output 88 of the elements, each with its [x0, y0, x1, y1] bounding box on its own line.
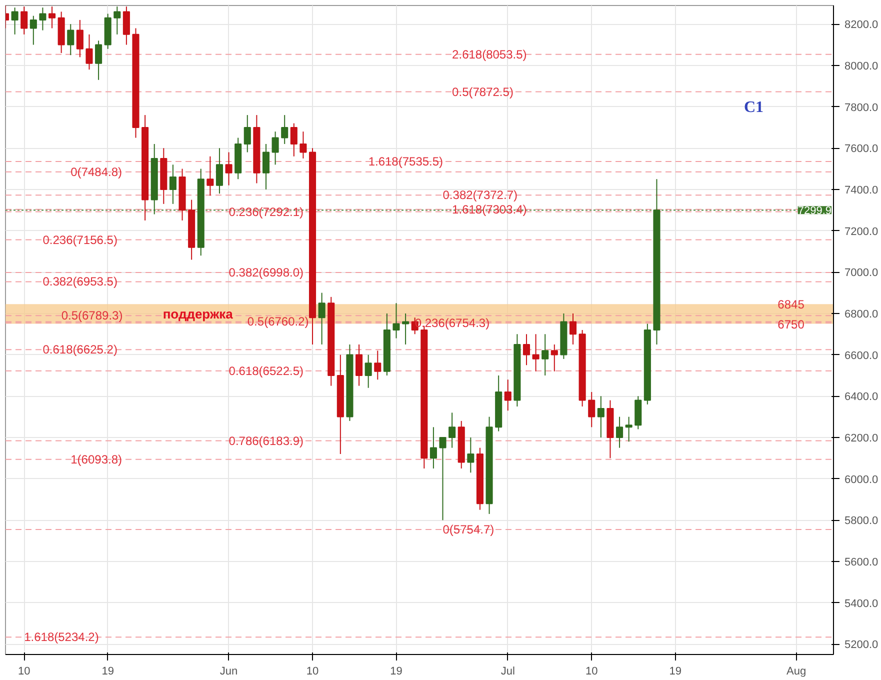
y-tick-label: 5200.0: [844, 639, 878, 652]
y-tick-label: 5600.0: [844, 556, 878, 568]
y-tick-label: 7400.0: [844, 184, 878, 196]
x-tick-label: Aug: [786, 666, 806, 678]
x-tick-label: 19: [102, 666, 114, 678]
x-tick-label: 19: [669, 666, 682, 678]
y-tick-label: 8200.0: [844, 19, 878, 32]
candlestick: [542, 334, 549, 376]
y-tick-label: 7000.0: [844, 267, 878, 280]
candlestick: [532, 334, 540, 372]
annotation: 0.618(6625.2): [42, 342, 118, 357]
candlestick: [281, 114, 288, 144]
candlestick: [76, 19, 84, 58]
x-tick-label: 10: [585, 666, 598, 678]
annotation: 1.618(7535.5): [368, 154, 444, 168]
candlestick: [318, 292, 326, 345]
x-tick-label: Jun: [220, 666, 238, 678]
annotation: 0.5(6760.2): [247, 314, 309, 329]
band-label: поддержка: [162, 306, 234, 322]
candlestick: [272, 131, 279, 166]
annotation: 0.236(7156.5): [42, 232, 118, 247]
candlestick: [30, 15, 37, 46]
candlestick: [86, 34, 93, 70]
candlestick: [402, 312, 410, 345]
y-tick-label: 5800.0: [844, 515, 878, 528]
candlestick: [588, 392, 596, 428]
candlestick: [225, 152, 232, 186]
candlestick: [550, 344, 558, 372]
candlestick: [95, 40, 102, 80]
y-tick-label: 6200.0: [844, 432, 878, 444]
candlestick: [356, 344, 363, 386]
y-tick-label: 6600.0: [844, 350, 878, 362]
candlestick: [114, 6, 121, 35]
candlestick: [20, 6, 28, 35]
y-tick-label: 7800.0: [844, 102, 878, 114]
x-tick-label: 10: [18, 666, 30, 678]
candlestick: [290, 122, 298, 157]
x-tick-label: Jul: [500, 666, 515, 678]
annotation: 1.618(5234.2): [24, 630, 99, 644]
y-tick-label: 7200.0: [844, 226, 878, 238]
candlestick: [206, 156, 214, 196]
candlestick: [39, 7, 46, 31]
annotation: 1(6093.8): [70, 452, 122, 466]
annotation: 2.618(8053.5): [452, 47, 527, 62]
candlestick: [300, 131, 307, 159]
candlestick: [392, 302, 400, 339]
candlestick: [122, 6, 130, 46]
annotation: 0.5(7872.5): [452, 84, 514, 99]
candlestick: [374, 350, 382, 380]
annotation: 0.786(6183.9): [228, 434, 304, 448]
y-tick-label: 7600.0: [844, 143, 878, 156]
x-tick-label: 19: [390, 666, 402, 678]
annotation: 0.5(6789.3): [61, 308, 123, 323]
candlestick: [569, 312, 577, 345]
candlestick: [244, 114, 251, 153]
candlestick: [616, 416, 624, 448]
candlestick: [48, 6, 56, 29]
annotation: 1.618(7303.4): [452, 202, 527, 216]
annotation: 6845: [778, 298, 805, 312]
y-tick-label: 6800.0: [844, 308, 878, 320]
candlestick: [169, 164, 176, 204]
candlestick: [439, 436, 446, 521]
candlestick: [522, 334, 530, 366]
candlestick: [597, 396, 604, 438]
annotation: 0.382(6953.5): [42, 274, 118, 289]
candlestick: [467, 436, 474, 474]
candlestick: [364, 354, 372, 388]
candlestick: [504, 379, 512, 412]
x-tick-label: 10: [306, 666, 319, 678]
annotation: 0(7484.8): [70, 164, 122, 179]
y-tick-label: 5400.0: [844, 598, 878, 610]
candlestick: [262, 143, 270, 190]
annotation: 6750: [778, 317, 805, 332]
candlestick: [430, 426, 437, 469]
y-tick-label: 6400.0: [844, 391, 878, 404]
candlestick: [448, 412, 456, 448]
annotation: 0.618(6522.5): [228, 364, 304, 378]
candlestick: [11, 7, 18, 35]
y-tick-label: 8000.0: [844, 60, 878, 72]
annotation: 0.382(7372.7): [442, 188, 518, 202]
annotation: 0.236(7292.1): [228, 204, 304, 219]
y-tick-label: 6000.0: [844, 474, 878, 486]
candlestick: [216, 148, 223, 194]
annotation: 0(5754.7): [442, 522, 494, 537]
candlestick: [67, 24, 74, 56]
annotation: 0.382(6998.0): [228, 266, 304, 280]
candlestick: [625, 416, 632, 442]
annotation: C1: [744, 98, 764, 116]
